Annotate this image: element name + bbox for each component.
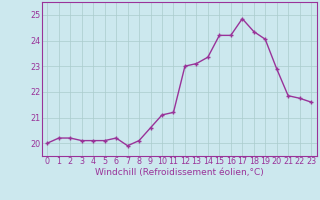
X-axis label: Windchill (Refroidissement éolien,°C): Windchill (Refroidissement éolien,°C) (95, 168, 264, 177)
